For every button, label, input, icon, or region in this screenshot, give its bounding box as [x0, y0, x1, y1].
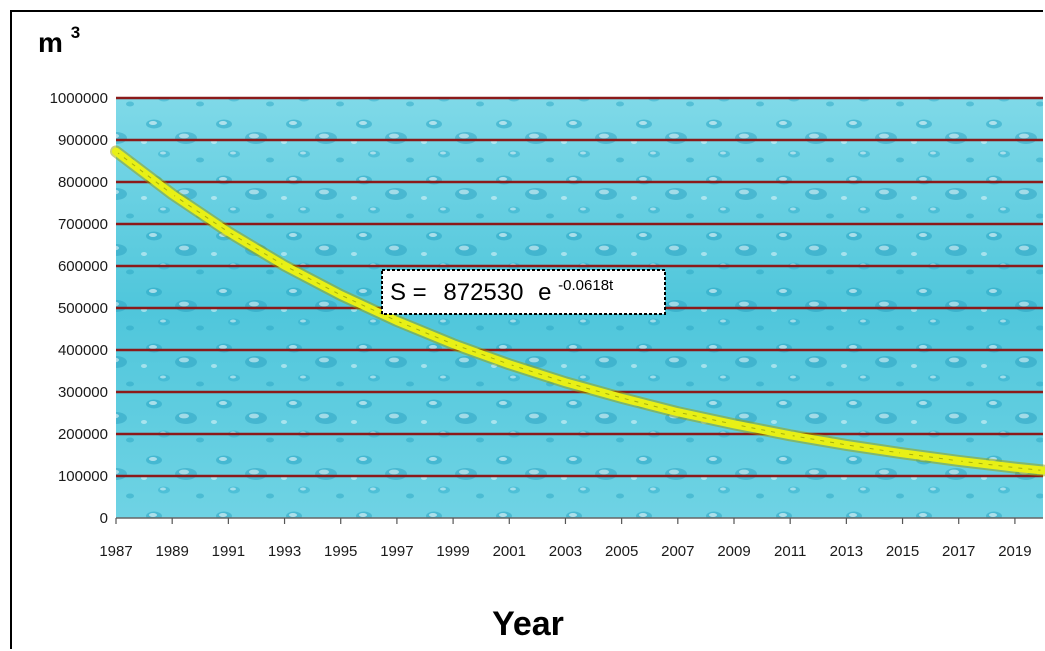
series-layer — [110, 145, 1045, 477]
y-unit-base: m — [38, 27, 63, 58]
x-tick-label: 2011 — [774, 543, 806, 560]
y-tick-label: 600000 — [58, 258, 108, 275]
series-point — [787, 432, 793, 438]
y-unit-exponent: 3 — [71, 23, 80, 42]
series-point — [675, 409, 681, 415]
series-point — [450, 341, 456, 347]
x-tick-label: 2009 — [717, 543, 750, 560]
equation-text: S = 872530 e -0.0618t — [390, 277, 614, 306]
series-point — [113, 148, 119, 155]
x-tick-label: 2015 — [886, 543, 919, 560]
series-point — [843, 442, 849, 448]
series-line-core — [115, 151, 1044, 471]
y-unit-label: m 3 — [38, 23, 80, 58]
x-tick-label: 1987 — [99, 543, 132, 560]
series-point — [956, 458, 962, 464]
chart-frame — [10, 10, 1043, 649]
series-point — [394, 318, 400, 324]
x-tick-label: 2003 — [549, 543, 582, 560]
y-tick-label: 100000 — [58, 468, 108, 485]
x-tick-label: 1995 — [324, 543, 357, 560]
x-tick-label: 2005 — [605, 543, 638, 560]
equation-box-frame — [381, 269, 666, 315]
x-tick-label: 2017 — [942, 543, 975, 560]
y-tick-label: 300000 — [58, 384, 108, 401]
series-point — [562, 379, 569, 385]
series-point — [506, 361, 512, 367]
y-tick-label: 700000 — [58, 216, 108, 233]
series-point — [281, 262, 288, 269]
equation-exponent: -0.0618t — [558, 277, 614, 294]
x-tick-label: 2007 — [661, 543, 694, 560]
x-tick-label: 1993 — [268, 543, 301, 560]
series-point — [619, 395, 625, 401]
y-tick-label: 1000000 — [50, 90, 108, 107]
x-axis-title: Year — [492, 605, 564, 643]
y-tick-label: 900000 — [58, 132, 108, 149]
x-axis: 1987 1989 1991 1993 1995 1997 1999 2001 2003 2005… — [99, 517, 1043, 560]
series-point — [338, 292, 344, 298]
x-tick-label: 1991 — [212, 543, 245, 560]
series-point — [169, 191, 175, 197]
x-tick-label: 2001 — [493, 543, 526, 560]
equation-prefix: S = — [390, 279, 427, 306]
x-tick-label: 2013 — [830, 543, 863, 560]
series-point — [1012, 465, 1018, 471]
equation-coefficient: 872530 — [443, 279, 523, 306]
series-point — [225, 229, 231, 235]
series-point — [731, 421, 737, 427]
y-tick-label: 200000 — [58, 426, 108, 443]
equation-box: S = 872530 e -0.0618t — [381, 269, 666, 315]
y-tick-label: 500000 — [58, 300, 108, 317]
y-axis: 0 100000 200000 300000 400000 500000 600000 700… — [50, 90, 108, 527]
y-tick-label: 0 — [100, 510, 108, 527]
y-tick-label: 800000 — [58, 174, 108, 191]
y-tick-label: 400000 — [58, 342, 108, 359]
x-tick-label: 2019 — [998, 543, 1031, 560]
series-line — [112, 147, 1045, 475]
series-point — [899, 450, 906, 456]
x-tick-label: 1989 — [155, 543, 188, 560]
x-tick-label: 1999 — [436, 543, 469, 560]
x-tick-label: 1997 — [380, 543, 413, 560]
series-point — [1040, 467, 1045, 474]
equation-base: e — [538, 279, 551, 306]
